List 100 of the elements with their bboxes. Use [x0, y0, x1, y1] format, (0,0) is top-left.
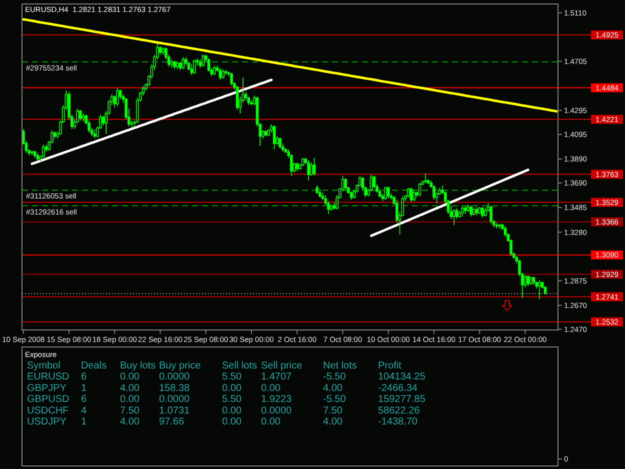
category-label: Sell lots	[222, 360, 258, 372]
candlestick	[182, 56, 184, 70]
candlestick	[526, 274, 530, 287]
text: 5.50	[222, 394, 242, 406]
candlestick	[193, 59, 196, 74]
candlestick	[461, 205, 464, 217]
candlestick	[532, 276, 536, 286]
candlestick	[481, 206, 484, 218]
text: 1.4707	[261, 372, 292, 383]
candlestick	[418, 182, 422, 197]
text: 104134.25	[378, 372, 426, 383]
candlestick	[316, 185, 318, 194]
candlestick	[386, 186, 390, 199]
candlestick	[296, 162, 299, 172]
candlestick	[33, 150, 36, 158]
candlestick	[82, 113, 85, 122]
text: 5.50	[222, 372, 242, 383]
text: 4.00	[323, 382, 342, 394]
candlestick	[472, 208, 476, 216]
text: 58622.26	[378, 405, 420, 416]
candlestick	[475, 206, 478, 216]
candlestick	[478, 206, 481, 215]
candlestick	[202, 54, 204, 68]
candlestick	[236, 85, 239, 110]
text: 1	[81, 382, 87, 394]
text: 0.00	[222, 416, 242, 428]
text: 0.00	[120, 394, 140, 406]
text: -1438.70	[378, 416, 418, 428]
text: GBPUSD	[27, 394, 70, 406]
category-label: Symbol	[27, 360, 60, 372]
category-label: Sell price	[261, 360, 303, 372]
category-label: Deals	[81, 360, 107, 372]
candlestick	[470, 205, 472, 217]
candlestick	[458, 210, 462, 218]
candlestick	[230, 72, 233, 86]
text: USDCHF	[27, 405, 69, 416]
text: 97.66	[159, 416, 184, 428]
candlestick	[162, 47, 165, 56]
candlestick	[278, 137, 282, 149]
candlestick	[79, 109, 82, 122]
candlestick	[312, 157, 316, 176]
category-label: Buy lots	[120, 360, 156, 372]
category-label: Net lots	[323, 360, 357, 372]
candlestick	[307, 160, 310, 182]
candlestick	[530, 276, 532, 286]
candlestick	[267, 128, 270, 137]
text: 4.00	[120, 382, 140, 394]
text: 0.00	[261, 382, 280, 394]
line-series	[30, 78, 273, 166]
candlestick	[272, 125, 276, 150]
text: 1	[81, 416, 87, 428]
text: 7.50	[120, 405, 140, 416]
candlestick	[310, 162, 313, 176]
candlestick	[93, 128, 96, 140]
candlestick	[42, 144, 45, 158]
candlestick	[464, 205, 467, 215]
candlestick	[330, 204, 333, 211]
category-label: Buy price	[159, 360, 202, 372]
candlestick	[224, 70, 228, 76]
candlestick	[410, 187, 413, 203]
candlestick	[213, 65, 216, 76]
candlestick	[498, 223, 501, 229]
text: 0.00	[222, 405, 242, 416]
category-label: Profit	[378, 360, 402, 372]
text: 1.9223	[261, 394, 292, 406]
candlestick	[372, 175, 376, 188]
text: USDJPY	[27, 416, 66, 428]
candlestick	[544, 286, 547, 295]
text: 0.00	[261, 416, 280, 428]
candlestick	[290, 154, 293, 176]
text: -5.50	[323, 394, 346, 406]
candlestick	[424, 173, 427, 184]
candlestick	[53, 131, 56, 140]
candlestick	[452, 208, 456, 226]
text: 158.38	[159, 382, 190, 394]
text: 0.00	[222, 382, 242, 394]
text: 159277.85	[378, 394, 426, 406]
candlestick	[495, 222, 498, 229]
text: -5.50	[323, 372, 346, 383]
text: GBPJPY	[27, 382, 66, 394]
candlestick	[247, 96, 250, 106]
candlestick	[190, 64, 194, 76]
candlestick	[158, 46, 162, 56]
candlestick	[344, 178, 347, 191]
text: -2466.34	[378, 382, 418, 394]
text: 4.00	[120, 416, 140, 428]
candlestick	[484, 208, 487, 217]
text: 4	[81, 405, 87, 416]
text: 7.50	[323, 405, 342, 416]
candlestick	[116, 88, 119, 107]
text: EURUSD	[27, 372, 70, 383]
text: 4.00	[323, 416, 342, 428]
candlestick	[36, 152, 40, 161]
line-series	[370, 168, 530, 238]
candlestick	[406, 187, 410, 198]
candlestick	[222, 68, 224, 80]
text: 0.00	[120, 372, 140, 383]
candlestick	[301, 157, 304, 167]
text: 6	[81, 372, 87, 383]
candlestick	[370, 174, 373, 192]
